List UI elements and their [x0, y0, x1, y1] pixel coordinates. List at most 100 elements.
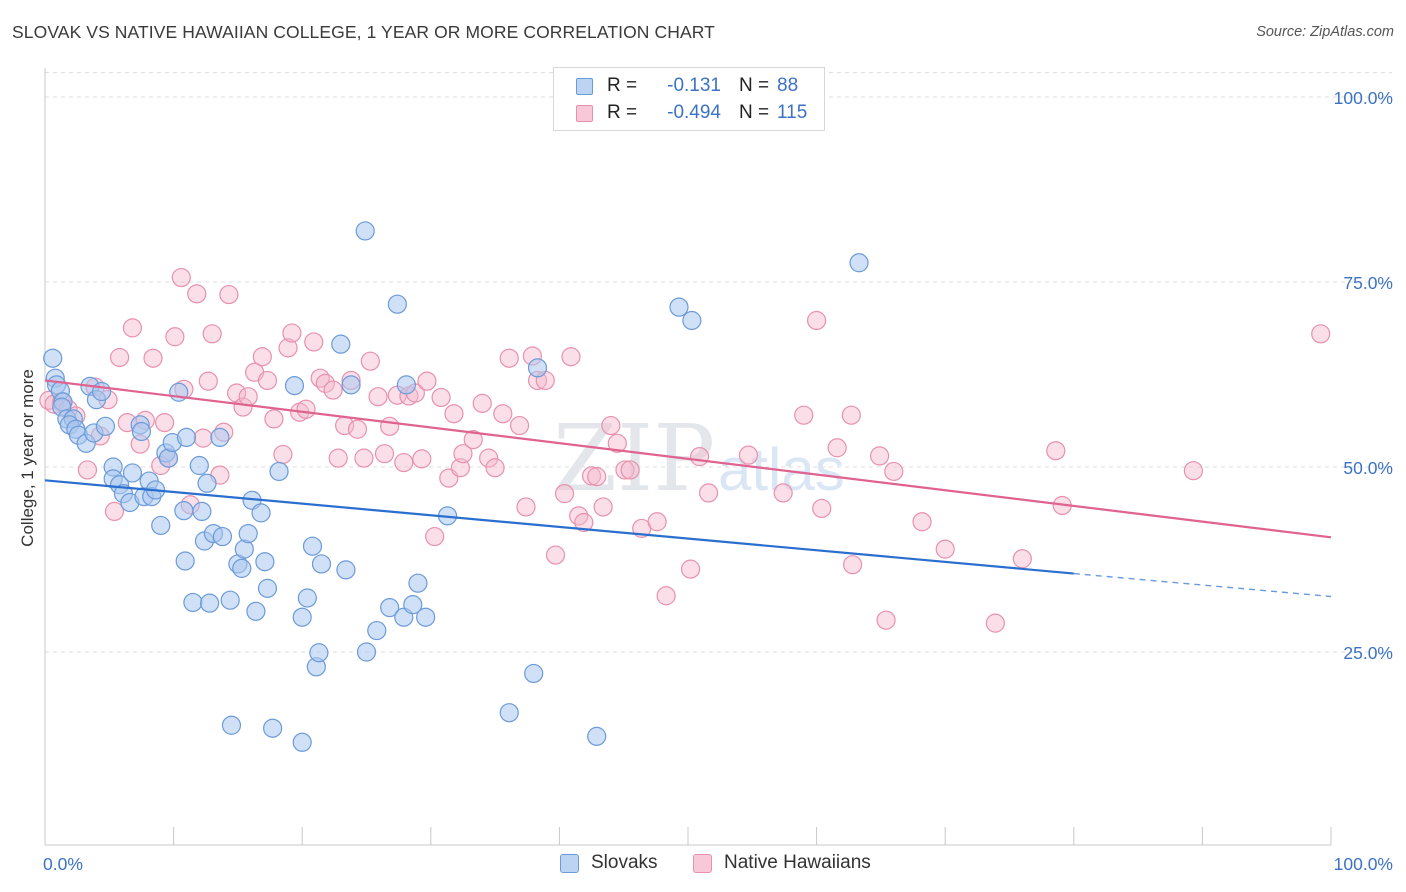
slovaks-point: [341, 375, 361, 395]
slovaks-point: [403, 595, 423, 615]
x-tick-label: 0.0%: [43, 854, 83, 874]
native-hawaiians-point: [198, 371, 218, 391]
slovaks-point: [255, 552, 275, 572]
slovaks-point: [210, 427, 230, 447]
native-hawaiians-point: [561, 347, 581, 367]
slovaks-point: [192, 501, 212, 521]
legend-r-label: R =: [607, 102, 638, 123]
series-label-native-hawaiians: Native Hawaiians: [724, 852, 871, 873]
native-hawaiians-point: [647, 512, 667, 532]
native-hawaiians-point: [794, 405, 814, 425]
slovaks-point: [263, 718, 283, 738]
native-hawaiians-point: [368, 387, 388, 407]
legend-swatch-blue: [576, 77, 593, 95]
series-legend: Slovaks Native Hawaiians: [0, 852, 1406, 876]
native-hawaiians-point: [485, 458, 505, 478]
native-hawaiians-point: [463, 430, 483, 450]
native-hawaiians-point: [77, 460, 98, 480]
native-hawaiians-point: [431, 387, 451, 408]
slovaks-point: [524, 663, 544, 684]
tick-labels: 25.0% 50.0% 75.0% 100.0% 0.0% 100.0%: [43, 88, 1393, 874]
native-hawaiians-point: [425, 526, 445, 547]
native-hawaiians-point: [233, 397, 253, 417]
x-tick-label: 100.0%: [1334, 854, 1393, 874]
native-hawaiians-point: [227, 383, 247, 403]
native-hawaiians-point: [499, 348, 519, 368]
native-hawaiians-point: [315, 373, 335, 393]
native-hawaiians-point: [912, 512, 932, 532]
slovaks-point: [197, 473, 217, 493]
slovaks-point: [380, 597, 400, 618]
native-hawaiians-point: [870, 446, 890, 466]
legend-r-value: -0.494: [667, 102, 721, 123]
native-hawaiians-point: [278, 338, 298, 358]
slovaks-point: [849, 253, 869, 273]
native-hawaiians-point: [374, 444, 395, 464]
series-swatch-blue: [560, 853, 579, 873]
native-hawaiians-point: [1311, 324, 1331, 344]
native-hawaiians-point: [310, 368, 330, 388]
native-hawaiians-point: [257, 370, 278, 391]
slovaks-point: [416, 607, 436, 627]
series-swatch-pink: [693, 853, 712, 873]
native-hawaiians-point: [154, 413, 175, 433]
native-hawaiians-point: [1183, 461, 1203, 481]
y-tick-label: 75.0%: [1343, 273, 1393, 293]
slovaks-point: [331, 334, 351, 354]
native-hawaiians-point: [935, 539, 955, 559]
slovaks-point: [269, 461, 289, 482]
native-hawaiians-point: [165, 327, 185, 347]
slovaks-point: [122, 463, 143, 483]
slovaks-point: [527, 358, 548, 378]
native-hawaiians-point: [656, 586, 676, 606]
native-hawaiians-point: [574, 512, 594, 533]
source-label: Source: ZipAtlas.com: [1256, 24, 1394, 40]
slovaks-point: [302, 536, 323, 556]
native-hawaiians-point: [252, 347, 272, 367]
native-hawaiians-points: [39, 267, 1331, 633]
native-hawaiians-point: [417, 371, 437, 391]
native-hawaiians-point: [444, 404, 464, 424]
legend-n-label: N =: [739, 102, 770, 123]
native-hawaiians-point: [593, 497, 613, 517]
native-hawaiians-point: [193, 428, 213, 448]
native-hawaiians-point: [264, 409, 284, 429]
native-hawaiians-point: [601, 415, 621, 436]
slovaks-point: [499, 703, 519, 723]
native-hawaiians-point: [587, 467, 607, 487]
native-hawaiians-point: [412, 449, 432, 469]
slovaks-point: [309, 643, 329, 663]
native-hawaiians-point: [479, 448, 499, 468]
slovaks-point: [43, 348, 63, 368]
slovaks-point: [257, 578, 278, 598]
legend-row-native-hawaiians: R = -0.494 N = 115: [554, 100, 807, 126]
slovaks-point: [356, 642, 377, 662]
native-hawaiians-point: [347, 419, 368, 439]
native-hawaiians-point: [843, 555, 863, 575]
native-hawaiians-point: [282, 323, 302, 343]
slovaks-point: [131, 421, 152, 442]
slovaks-trend-line: [44, 479, 1074, 575]
slovaks-point: [297, 588, 317, 608]
native-hawaiians-point: [380, 416, 400, 436]
native-hawaiians-point: [773, 483, 793, 503]
slovaks-point: [175, 551, 195, 571]
series-label-slovaks: Slovaks: [591, 852, 658, 873]
slovaks-point: [221, 715, 242, 735]
trend-lines: [44, 379, 1332, 598]
axes: [44, 68, 1332, 846]
native-hawaiians-point: [453, 444, 473, 464]
slovaks-point: [587, 726, 607, 746]
native-hawaiians-point: [607, 433, 627, 453]
native-hawaiians-point: [202, 324, 222, 344]
slovaks-point: [176, 427, 197, 447]
native-hawaiians-point: [238, 387, 258, 407]
slovaks-point: [174, 501, 194, 521]
native-hawaiians-point: [472, 393, 492, 413]
native-hawaiians-point: [581, 466, 602, 486]
native-hawaiians-trend-line: [44, 379, 1332, 539]
slovaks-point: [408, 573, 428, 593]
native-hawaiians-point: [360, 351, 380, 371]
native-hawaiians-point: [516, 497, 536, 517]
